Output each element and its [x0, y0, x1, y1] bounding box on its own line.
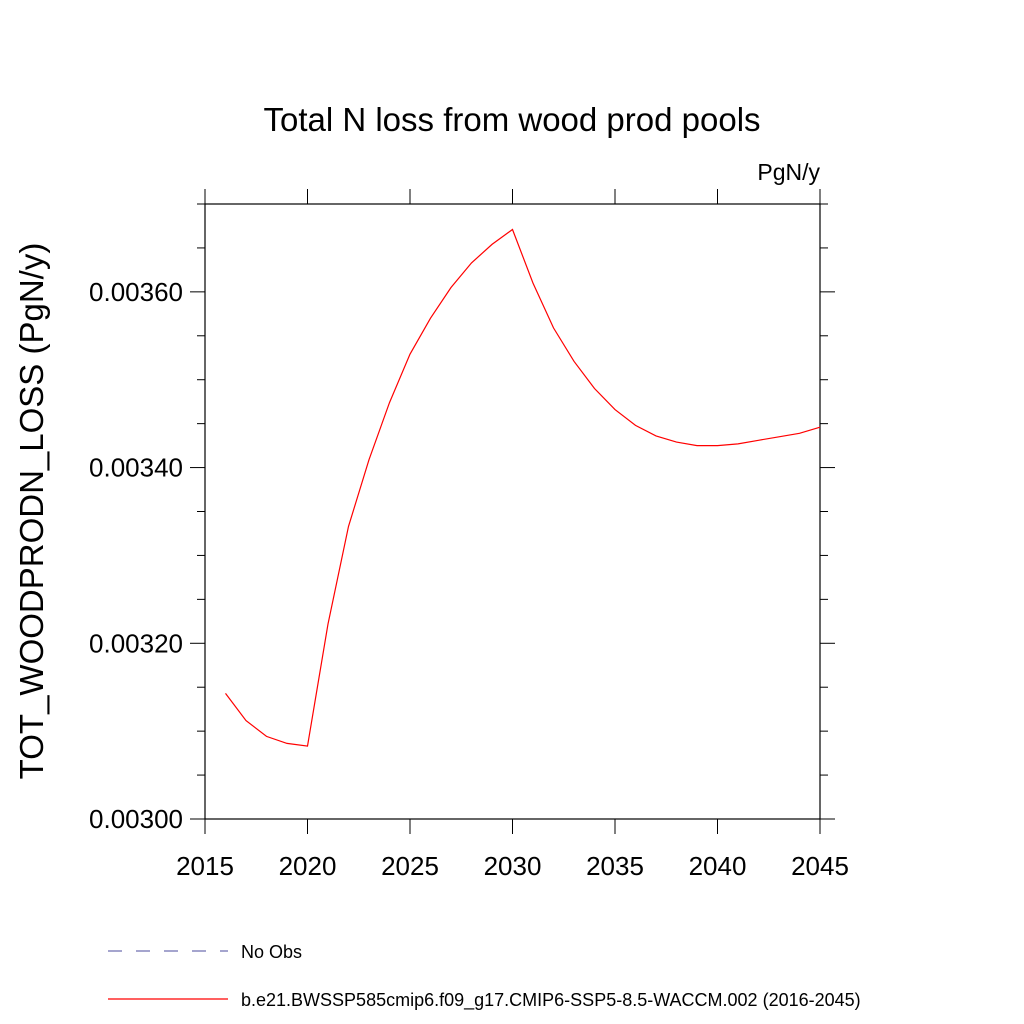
x-axis-ticks: 2015 2020 2025 2030 2035 2040 2045 — [176, 189, 849, 881]
y-axis-ticks: 0.00300 0.00320 0.00340 0.00360 — [89, 203, 835, 834]
legend-label-1: No Obs — [241, 942, 302, 962]
series-line-0 — [225, 228, 821, 747]
y-tick-label: 0.00360 — [89, 277, 183, 307]
y-tick-label: 0.00320 — [89, 628, 183, 658]
plot-frame — [204, 203, 821, 820]
chart-title: Total N loss from wood prod pools — [263, 101, 760, 138]
x-tick-label: 2020 — [279, 851, 337, 881]
x-tick-label: 2015 — [176, 851, 234, 881]
x-tick-label: 2040 — [689, 851, 747, 881]
series-layer — [225, 228, 821, 747]
legend: No Obs b.e21.BWSSP585cmip6.f09_g17.CMIP6-… — [108, 942, 861, 1011]
y-axis-label: TOT_WOODPRODN_LOSS (PgN/y) — [13, 243, 50, 780]
plot-axes — [204, 203, 821, 820]
legend-label-0: b.e21.BWSSP585cmip6.f09_g17.CMIP6-SSP5-8… — [241, 990, 861, 1011]
x-tick-label: 2045 — [791, 851, 849, 881]
y-tick-label: 0.00300 — [89, 804, 183, 834]
x-tick-label: 2035 — [586, 851, 644, 881]
units-label: PgN/y — [757, 159, 820, 185]
x-tick-label: 2030 — [484, 851, 542, 881]
y-tick-label: 0.00340 — [89, 453, 183, 483]
x-tick-label: 2025 — [381, 851, 439, 881]
